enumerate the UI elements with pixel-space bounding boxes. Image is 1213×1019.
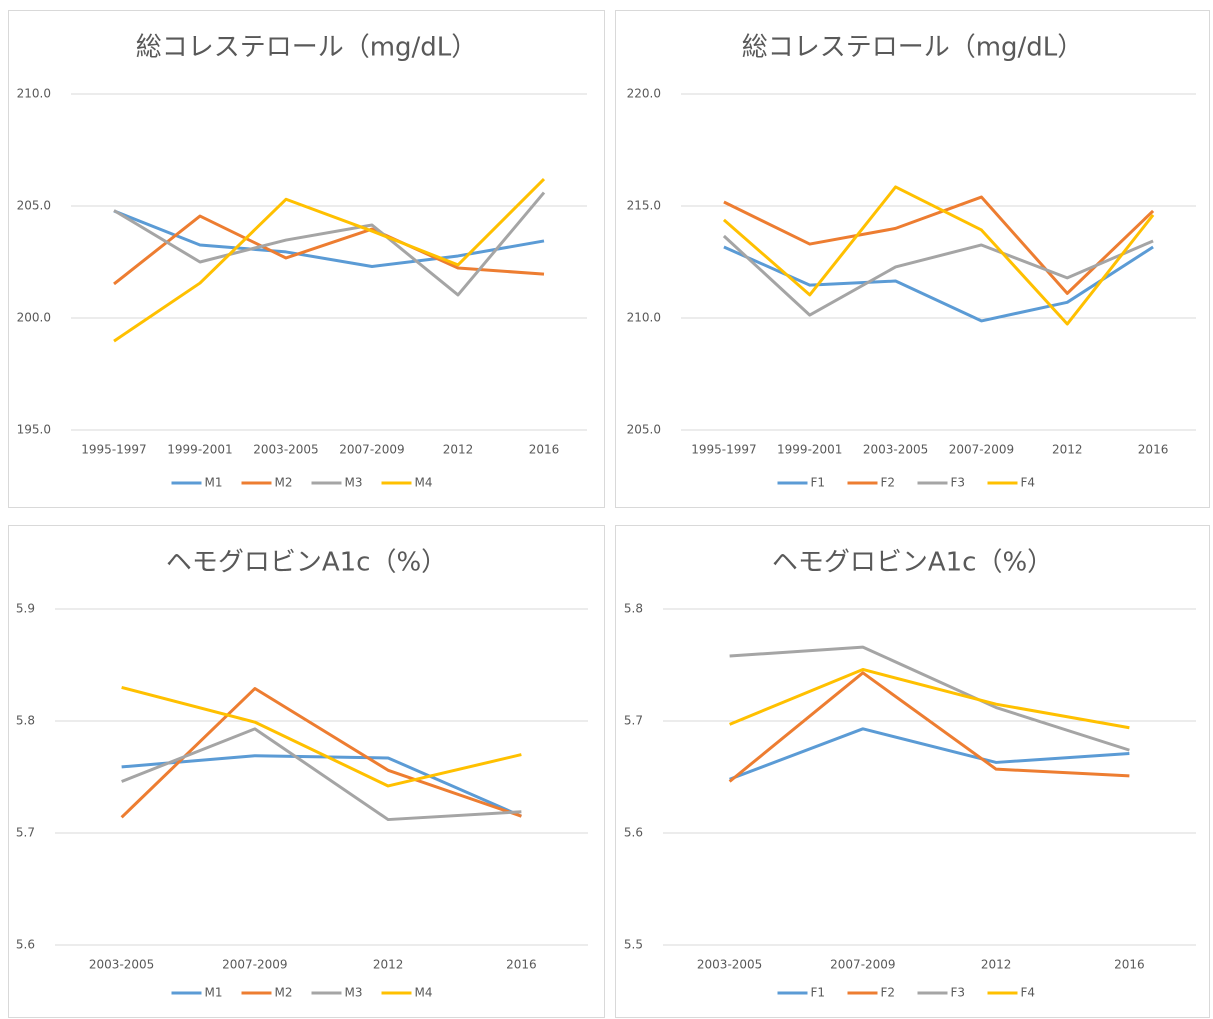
panel-border (615, 10, 1210, 508)
x-tick-label: 2012 (373, 958, 404, 972)
x-tick-label: 2003-2005 (253, 443, 318, 457)
legend-label: M3 (345, 476, 363, 490)
y-tick-label: 195.0 (17, 423, 51, 437)
series-line (121, 754, 522, 818)
chart-title: 総コレステロール（mg/dL） (742, 33, 1084, 63)
y-tick-label: 5.6 (624, 826, 643, 840)
series-line (121, 685, 522, 788)
legend-label: F3 (951, 476, 966, 490)
series-line (722, 234, 1154, 317)
y-tick-label: 5.5 (624, 938, 643, 952)
series-line (729, 727, 1130, 781)
series-line (723, 245, 1154, 323)
chart-title: ヘモグロビンA1c（%） (166, 548, 447, 578)
x-tick-label: 1999-2001 (777, 443, 842, 457)
y-tick-label: 5.8 (624, 602, 643, 616)
y-tick-label: 5.8 (16, 714, 35, 728)
series-line (113, 191, 546, 297)
y-tick-label: 210.0 (17, 87, 51, 101)
chart-panel: 総コレステロール（mg/dL） 205.0 210.0 215.0 220.0 1995-… (615, 10, 1210, 508)
series-line (729, 645, 1130, 752)
x-tick-label: 1995-1997 (81, 443, 146, 457)
x-tick-label: 2007-2009 (949, 443, 1014, 457)
panel-border (8, 525, 605, 1018)
x-tick-label: 2003-2005 (697, 958, 762, 972)
legend-label: M4 (415, 986, 433, 1000)
y-tick-label: 215.0 (627, 199, 661, 213)
legend-label: M2 (275, 986, 293, 1000)
x-tick-label: 2003-2005 (863, 443, 928, 457)
series-line (729, 667, 1130, 730)
y-tick-label: 205.0 (17, 199, 51, 213)
series-line (113, 214, 545, 286)
legend-label: M2 (275, 476, 293, 490)
legend-label: F4 (1021, 476, 1036, 490)
x-tick-label: 2016 (506, 958, 537, 972)
legend-label: M3 (345, 986, 363, 1000)
chart-panel: ヘモグロビンA1c（%） 5.5 5.6 5.7 5.8 2003-2005 2007-20… (615, 525, 1210, 1018)
legend-label: M1 (205, 986, 223, 1000)
chart-title: ヘモグロビンA1c（%） (772, 548, 1053, 578)
series-line (723, 195, 1155, 295)
series-line (722, 185, 1155, 326)
legend-label: F4 (1021, 986, 1036, 1000)
x-tick-label: 2007-2009 (830, 958, 895, 972)
series-line (120, 687, 522, 819)
chart-title: 総コレステロール（mg/dL） (136, 33, 478, 63)
y-tick-label: 205.0 (627, 423, 661, 437)
y-tick-label: 5.7 (624, 714, 643, 728)
y-tick-label: 220.0 (627, 87, 661, 101)
x-tick-label: 2012 (1052, 443, 1083, 457)
x-tick-label: 2016 (529, 443, 560, 457)
series-line (113, 178, 546, 343)
y-tick-label: 5.7 (16, 826, 35, 840)
legend-label: F1 (811, 986, 826, 1000)
panel-border (615, 525, 1210, 1018)
legend-label: F2 (881, 476, 896, 490)
series-line (113, 209, 545, 268)
x-tick-label: 1999-2001 (167, 443, 232, 457)
x-tick-label: 2012 (443, 443, 474, 457)
legend-label: F1 (811, 476, 826, 490)
chart-panel: 総コレステロール（mg/dL） 195.0 200.0 205.0 210.0 1995-… (8, 10, 605, 508)
y-tick-label: 210.0 (627, 311, 661, 325)
x-tick-label: 2012 (981, 958, 1012, 972)
y-tick-label: 5.6 (16, 938, 35, 952)
y-tick-label: 5.9 (16, 602, 35, 616)
x-tick-label: 1995-1997 (691, 443, 756, 457)
panel-border (8, 10, 605, 508)
x-tick-label: 2016 (1138, 443, 1169, 457)
series-line (121, 727, 522, 822)
chart-panel: ヘモグロビンA1c（%） 5.6 5.7 5.8 5.9 2003-2005 2007-20… (8, 525, 605, 1018)
x-tick-label: 2016 (1114, 958, 1145, 972)
series-line (728, 671, 1130, 783)
legend-label: M4 (415, 476, 433, 490)
legend-label: F2 (881, 986, 896, 1000)
x-tick-label: 2007-2009 (222, 958, 287, 972)
x-tick-label: 2007-2009 (339, 443, 404, 457)
x-tick-label: 2003-2005 (89, 958, 154, 972)
legend-label: F3 (951, 986, 966, 1000)
y-tick-label: 200.0 (17, 311, 51, 325)
legend-label: M1 (205, 476, 223, 490)
